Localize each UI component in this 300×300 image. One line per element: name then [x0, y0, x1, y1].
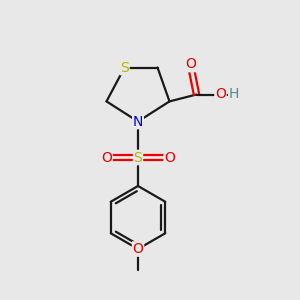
Text: N: N	[133, 115, 143, 128]
Text: H: H	[229, 88, 239, 101]
Text: O: O	[185, 58, 196, 71]
Text: O: O	[215, 88, 226, 101]
Text: S: S	[120, 61, 129, 74]
Text: O: O	[164, 151, 175, 164]
Text: O: O	[101, 151, 112, 164]
Text: S: S	[134, 151, 142, 164]
Text: O: O	[133, 242, 143, 256]
